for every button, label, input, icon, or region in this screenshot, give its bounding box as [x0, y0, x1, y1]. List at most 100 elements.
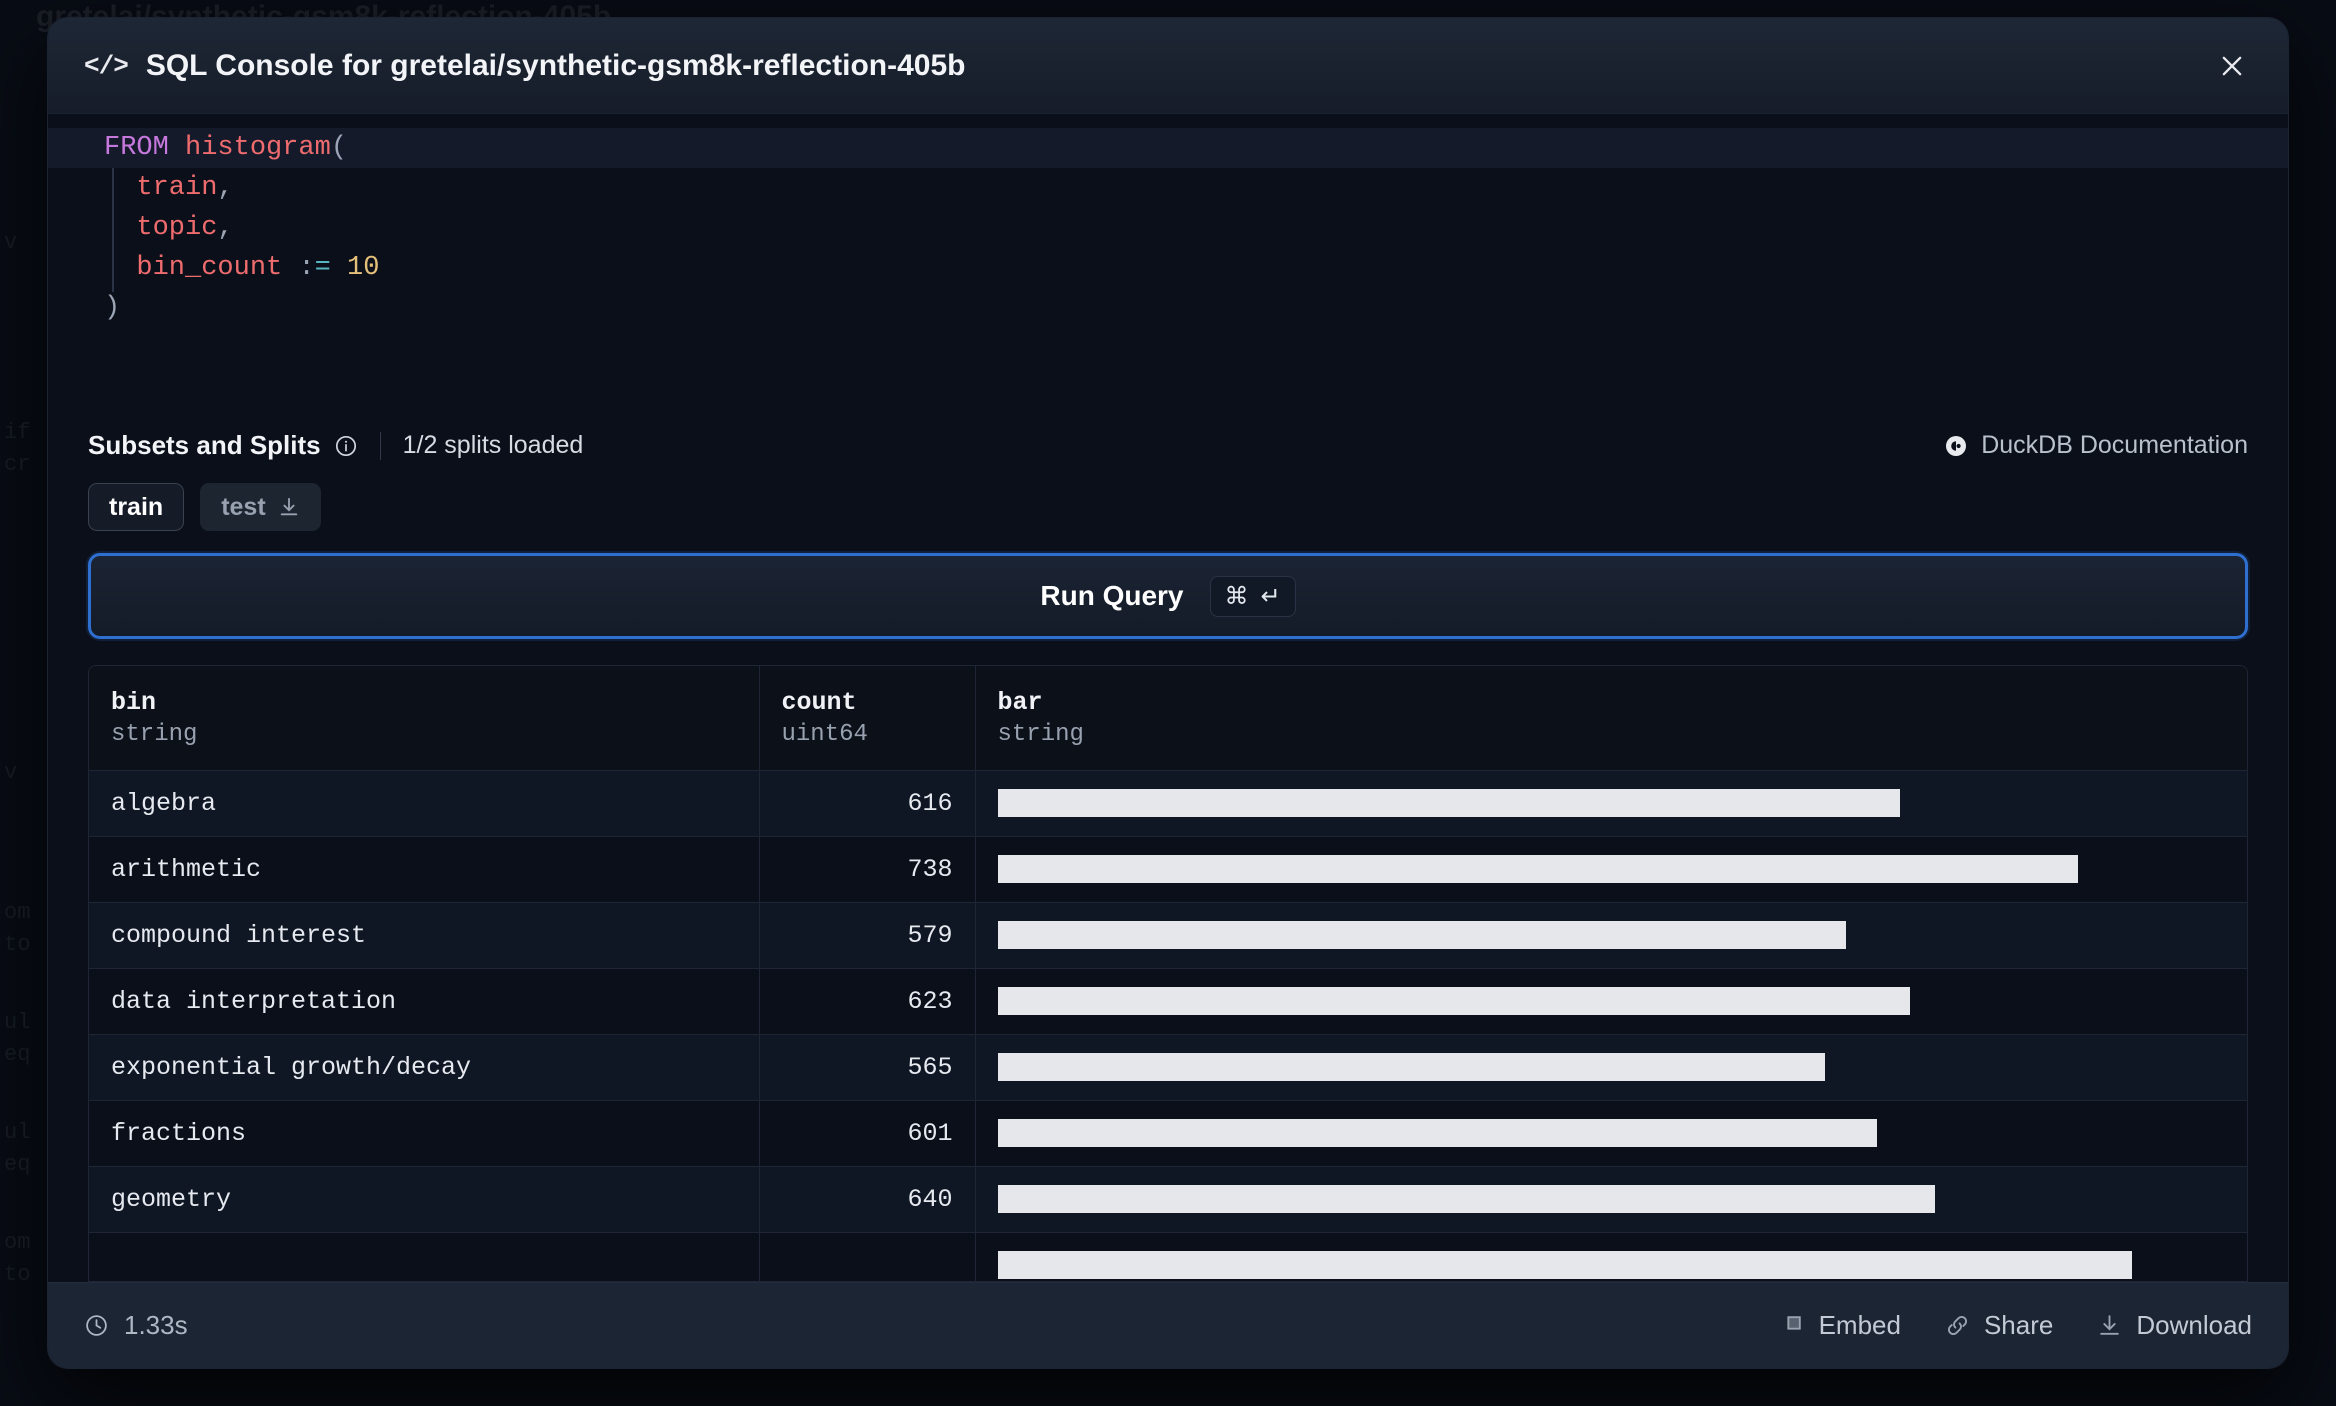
background-ghost-line: to [4, 932, 31, 957]
column-type: string [997, 720, 1084, 748]
background-ghost-line: if [4, 420, 31, 445]
sql-token-punc: : [298, 253, 315, 283]
table-row[interactable]: exponential growth/decay 565 [89, 1034, 2247, 1101]
cell-bar [975, 836, 2247, 903]
sql-code-line: ) [48, 288, 2288, 328]
table-row[interactable]: data interpretation 623 [89, 968, 2247, 1035]
background-ghost-line: v [4, 760, 18, 785]
cell-bin: data interpretation [89, 968, 760, 1035]
sql-token-punc: ( [330, 133, 348, 163]
results-table: bin string count uint64 bar string algebra 616… [89, 666, 2247, 1281]
shortcut-modifier-key: ⌘ [1224, 582, 1249, 610]
query-timing: 1.33s [84, 1310, 188, 1341]
column-name: count [781, 687, 857, 717]
cell-bin: arithmetic [89, 836, 760, 903]
histogram-bar [997, 789, 1900, 817]
code-icon: </> [84, 50, 129, 81]
cell-bin: algebra [89, 770, 760, 837]
footer-action-list[interactable]: Embed Share Download [1780, 1310, 2252, 1341]
cell-bin [89, 1232, 760, 1281]
sql-code-line: train, [48, 168, 2288, 208]
sql-token-id: train [136, 173, 218, 203]
duckdb-icon [1946, 435, 1967, 456]
cell-count: 640 [759, 1166, 976, 1233]
cell-bin: fractions [89, 1100, 760, 1167]
sql-token-id: topic [136, 213, 218, 243]
background-ghost-line: om [4, 1230, 31, 1255]
results-table-container[interactable]: bin string count uint64 bar string algebra 616… [88, 665, 2248, 1282]
column-type: uint64 [781, 720, 868, 748]
run-query-label: Run Query [1040, 580, 1184, 611]
split-chip-list[interactable]: train test [48, 461, 2288, 531]
share-button[interactable]: Share [1945, 1310, 2053, 1341]
download-button[interactable]: Download [2097, 1310, 2252, 1341]
sql-token-punc [104, 253, 136, 283]
background-ghost-line: ul [4, 1010, 31, 1035]
table-row[interactable]: compound interest 579 [89, 902, 2247, 969]
split-chip-train[interactable]: train [88, 483, 185, 531]
modal-header: </> SQL Console for gretelai/synthetic-g… [48, 18, 2288, 114]
share-label: Share [1983, 1310, 2054, 1340]
cell-count: 616 [759, 770, 976, 837]
run-query-button[interactable]: Run Query ⌘ ↵ [88, 553, 2248, 639]
cell-bin: exponential growth/decay [89, 1034, 760, 1101]
cell-bin: compound interest [89, 902, 760, 969]
sql-token-kw: FROM [104, 133, 169, 163]
cell-bar [975, 902, 2247, 969]
sql-token-op: = [314, 253, 331, 283]
table-row[interactable] [89, 1232, 2247, 1281]
background-ghost-line: eq [4, 1042, 31, 1067]
sql-token-punc: , [217, 173, 234, 203]
results-table-body: algebra 616 arithmetic 738 compound interest… [89, 770, 2247, 1281]
sql-code-line: FROM histogram( [48, 128, 2288, 168]
column-header-bar[interactable]: bar string [975, 666, 2247, 771]
split-chip-test[interactable]: test [200, 483, 321, 531]
histogram-bar [997, 1053, 1825, 1081]
duckdb-documentation-link[interactable]: DuckDB Documentation [1944, 431, 2248, 460]
table-row[interactable]: algebra 616 [89, 770, 2247, 837]
embed-label: Embed [1818, 1310, 1901, 1340]
indent-guide [112, 168, 114, 292]
cell-bar [975, 1100, 2247, 1167]
table-row[interactable]: arithmetic 738 [89, 836, 2247, 903]
sql-editor[interactable]: FROM histogram( train, topic, bin_count … [48, 114, 2288, 426]
histogram-bar [997, 1251, 2132, 1279]
embed-button[interactable]: Embed [1780, 1310, 1901, 1341]
sql-code-lines[interactable]: FROM histogram( train, topic, bin_count … [48, 128, 2288, 328]
close-button[interactable] [2210, 44, 2254, 88]
splits-loaded-status: 1/2 splits loaded [402, 431, 584, 459]
background-ghost-line: om [4, 900, 31, 925]
background-ghost-line: eq [4, 1152, 31, 1177]
cell-count: 738 [759, 836, 976, 903]
column-header-count[interactable]: count uint64 [759, 666, 976, 771]
sql-token-fn: histogram [185, 133, 331, 163]
cell-bar [975, 1166, 2247, 1233]
histogram-bar [997, 855, 2078, 883]
info-icon[interactable] [334, 434, 358, 458]
background-ghost-line: cr [4, 452, 31, 477]
split-chip-label: train [109, 492, 164, 521]
histogram-bar [997, 987, 1910, 1015]
column-header-bin[interactable]: bin string [89, 666, 760, 771]
results-table-head: bin string count uint64 bar string [89, 666, 2247, 771]
sql-token-punc [282, 253, 298, 283]
run-query-shortcut: ⌘ ↵ [1209, 575, 1296, 617]
sql-token-punc [169, 133, 185, 163]
cell-count: 623 [759, 968, 976, 1035]
cell-count: 601 [759, 1100, 976, 1167]
table-row[interactable]: geometry 640 [89, 1166, 2247, 1233]
background-ghost-line: ul [4, 1120, 31, 1145]
cell-bar [975, 770, 2247, 837]
page-title: SQL Console for gretelai/synthetic-gsm8k… [145, 48, 966, 82]
cell-bar [975, 1034, 2247, 1101]
sql-code-line: bin_count := 10 [48, 248, 2288, 288]
clock-icon [86, 1315, 107, 1336]
cell-bar [975, 1232, 2247, 1281]
shortcut-enter-key: ↵ [1260, 582, 1281, 610]
query-timing-label: 1.33s [124, 1310, 188, 1340]
subsets-and-splits-bar: Subsets and Splits 1/2 splits loaded Duc… [48, 426, 2288, 461]
background-ghost-line: v [4, 230, 18, 255]
table-row[interactable]: fractions 601 [89, 1100, 2247, 1167]
column-name: bar [997, 687, 1043, 717]
sql-token-num: 10 [347, 253, 380, 283]
